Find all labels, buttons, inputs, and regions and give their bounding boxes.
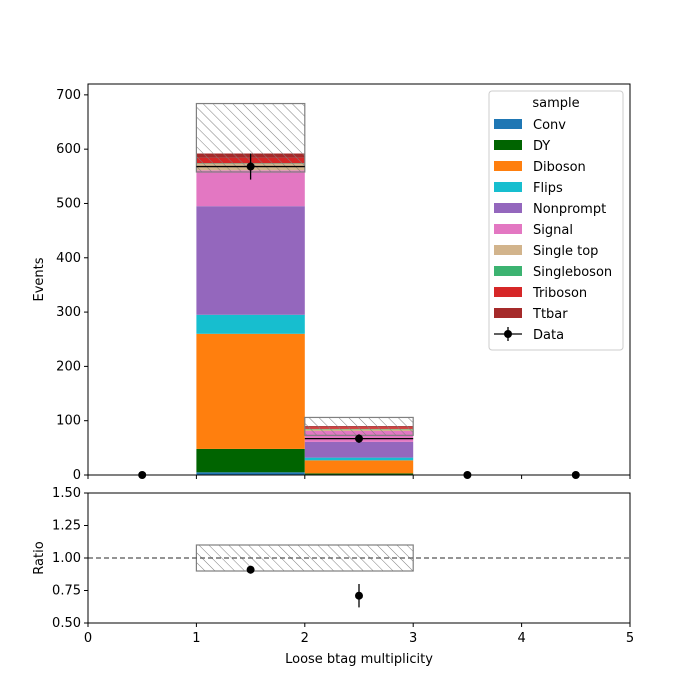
legend-label: Data	[533, 328, 564, 343]
y-axis-label: Events	[32, 257, 47, 301]
legend-swatch-flips	[494, 182, 522, 192]
legend-swatch-diboson	[494, 161, 522, 171]
y-tick-label: 600	[56, 142, 81, 157]
legend-swatch-triboson	[494, 287, 522, 297]
legend-swatch-singleboson	[494, 266, 522, 276]
ratio-point	[355, 591, 363, 600]
legend-label: Conv	[533, 118, 566, 133]
legend-label: Diboson	[533, 160, 586, 175]
legend-swatch-nonprompt	[494, 203, 522, 213]
bar-dy	[196, 448, 305, 473]
legend-label: Ttbar	[532, 307, 568, 322]
bar-dy	[304, 473, 414, 475]
data-point	[355, 434, 363, 443]
legend: sample Conv DY Diboson Flips Nonprompt Signal S…	[488, 90, 624, 351]
bar-conv	[196, 472, 305, 475]
legend-label: Flips	[533, 181, 563, 196]
bar-nonprompt	[196, 206, 305, 315]
legend-swatch-conv	[494, 119, 522, 129]
y-tick-label: 700	[56, 88, 81, 103]
legend-data-marker	[504, 330, 512, 338]
ratio-point	[246, 565, 255, 574]
legend-swatch-signal	[494, 224, 522, 234]
legend-label: Signal	[533, 223, 573, 238]
y-tick-label: 500	[56, 196, 81, 211]
legend-label: DY	[533, 139, 550, 154]
ratio-y-tick-label: 1.25	[52, 519, 81, 534]
y-tick-label: 400	[56, 251, 81, 266]
ratio-plot: 0.50 0.75 1.00 1.25 1.50 0 1 2 3 4 5 Ratio Loose bta…	[32, 486, 634, 667]
legend-swatch-single-top	[494, 245, 522, 255]
x-tick-label: 4	[517, 631, 525, 646]
y-tick-label: 100	[56, 414, 81, 429]
x-tick-label: 0	[84, 631, 92, 646]
x-tick-label: 5	[626, 631, 634, 646]
data-point	[246, 162, 255, 171]
legend-swatch-dy	[494, 140, 522, 150]
bar-nonprompt	[304, 441, 414, 458]
y-tick-label: 200	[56, 359, 81, 374]
x-tick-label: 1	[192, 631, 200, 646]
main-plot: 0 100 200 300 400 500 600 700 Events	[32, 83, 631, 483]
ratio-y-tick-label: 0.75	[52, 584, 81, 599]
legend-box	[488, 90, 624, 351]
uncertainty-band	[304, 416, 414, 436]
legend-swatch-ttbar	[494, 308, 522, 318]
legend-label: Nonprompt	[533, 202, 606, 217]
ratio-y-axis-label: Ratio	[32, 541, 47, 574]
legend-label: Single top	[533, 244, 598, 259]
ratio-y-tick-label: 0.50	[52, 616, 81, 631]
bar-flips	[196, 314, 305, 334]
x-tick-label: 2	[301, 631, 309, 646]
x-tick-label: 3	[409, 631, 417, 646]
bar-diboson	[196, 333, 305, 449]
y-tick-label: 0	[73, 468, 81, 483]
bar-flips	[304, 457, 414, 461]
y-tick-label: 300	[56, 305, 81, 320]
legend-label: Singleboson	[533, 265, 612, 280]
ratio-y-tick-label: 1.00	[52, 551, 81, 566]
ratio-y-tick-label: 1.50	[52, 486, 81, 501]
x-axis-label: Loose btag multiplicity	[285, 652, 433, 667]
bar-diboson	[304, 460, 414, 474]
main-axes-frame	[87, 83, 631, 476]
legend-title: sample	[532, 96, 579, 111]
legend-label: Triboson	[532, 286, 587, 301]
